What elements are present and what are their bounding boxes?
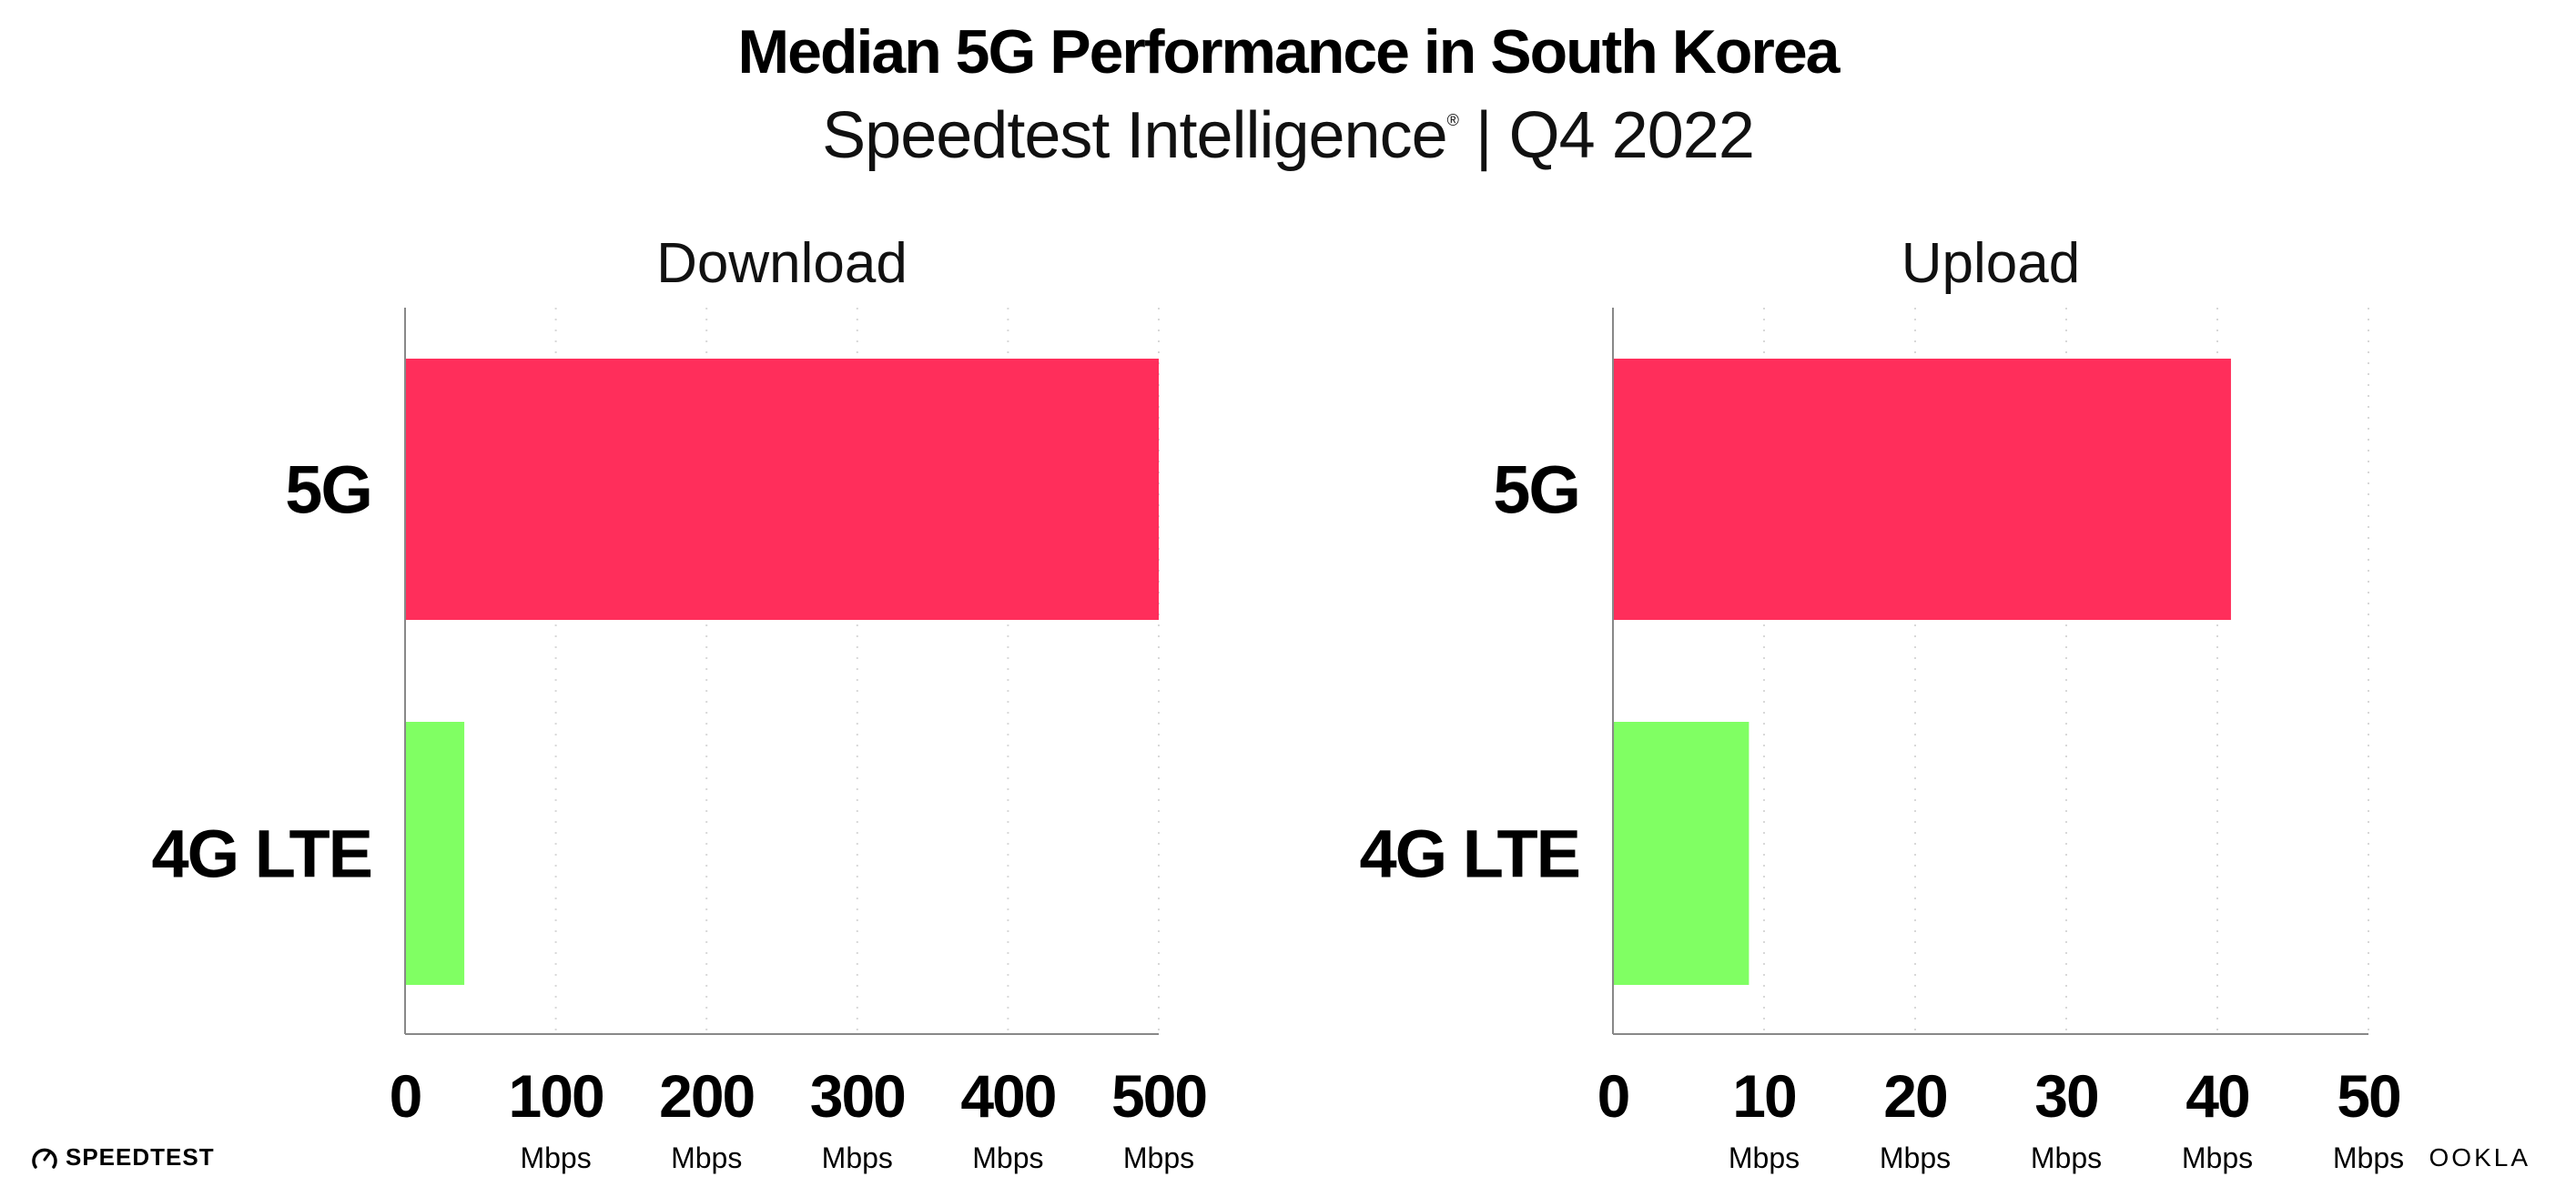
tick-unit: Mbps (520, 1141, 591, 1174)
tick-label: 0 (390, 1062, 421, 1130)
subtitle-text: Speedtest Intelligence (822, 99, 1448, 172)
category-label: 4G LTE (151, 817, 371, 892)
tick-label: 300 (810, 1062, 905, 1130)
tick-label: 500 (1111, 1062, 1206, 1130)
tick-unit: Mbps (1123, 1141, 1194, 1174)
tick-label: 400 (960, 1062, 1055, 1130)
panel-title: Upload (1902, 232, 2080, 295)
category-label: 4G LTE (1359, 817, 1579, 892)
bar-4g-lte (405, 722, 465, 985)
tick-unit: Mbps (1880, 1141, 1951, 1174)
tick-unit: Mbps (2031, 1141, 2102, 1174)
tick-unit: Mbps (972, 1141, 1043, 1174)
tick-unit: Mbps (1729, 1141, 1800, 1174)
tick-unit: Mbps (2333, 1141, 2404, 1174)
bar-5g (405, 359, 1159, 620)
bar-5g (1613, 359, 2231, 620)
subtitle-period: | Q4 2022 (1457, 99, 1755, 172)
tick-label: 50 (2337, 1062, 2399, 1130)
category-label: 5G (285, 452, 371, 528)
speedometer-icon (32, 1148, 57, 1169)
registered-mark: ® (1446, 111, 1459, 129)
speedtest-logo: SPEEDTEST (31, 1143, 215, 1172)
ookla-logo: OOKLA (2429, 1143, 2530, 1172)
chart-title: Median 5G Performance in South Korea (737, 17, 1841, 86)
speedtest-logo-text: SPEEDTEST (66, 1143, 215, 1171)
tick-label: 100 (509, 1062, 603, 1130)
tick-unit: Mbps (822, 1141, 893, 1174)
panel-title: Download (656, 232, 908, 295)
chart-subtitle: Speedtest Intelligence® | Q4 2022 (0, 98, 2576, 173)
tick-label: 30 (2034, 1062, 2097, 1130)
tick-label: 10 (1732, 1062, 1795, 1130)
tick-label: 0 (1597, 1062, 1629, 1130)
tick-label: 40 (2186, 1062, 2248, 1130)
tick-label: 200 (659, 1062, 754, 1130)
tick-unit: Mbps (671, 1141, 742, 1174)
category-label: 5G (1493, 452, 1579, 528)
tick-unit: Mbps (2182, 1141, 2253, 1174)
tick-label: 20 (1883, 1062, 1946, 1130)
bar-4g-lte (1613, 722, 1749, 985)
